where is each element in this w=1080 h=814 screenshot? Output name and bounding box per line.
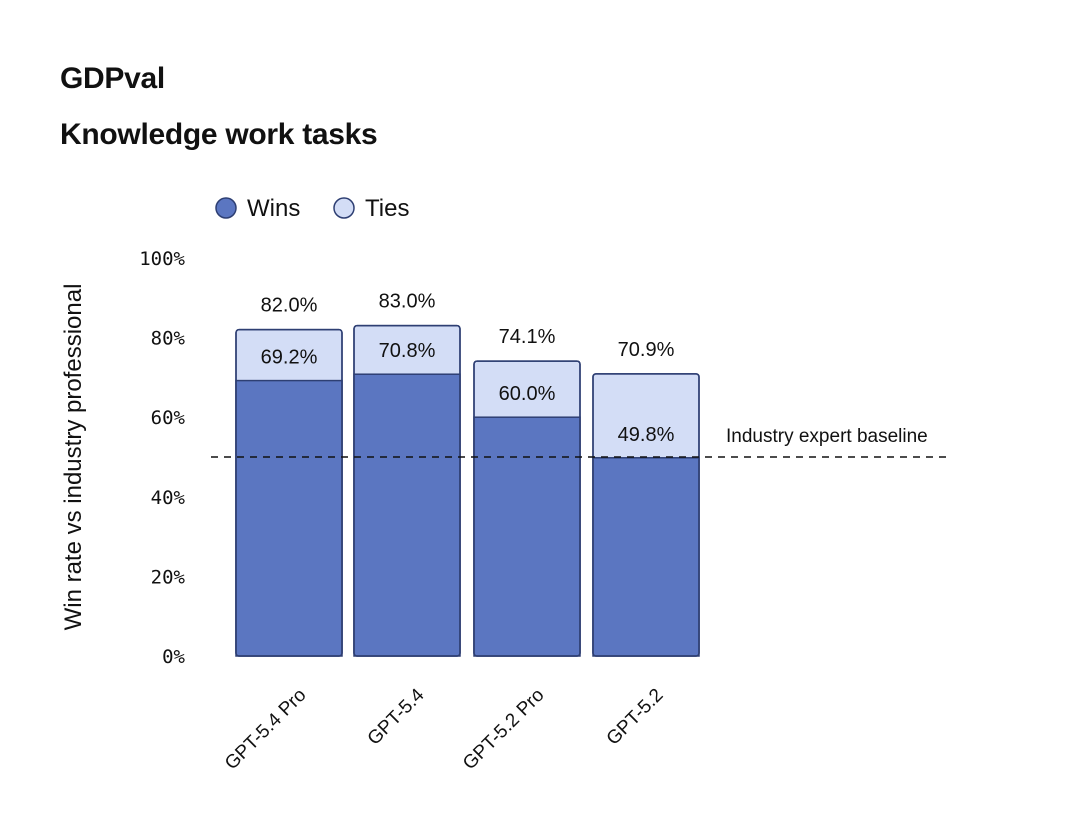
bar-total-label: 74.1% — [499, 326, 556, 348]
bar-total-label: 83.0% — [379, 291, 436, 313]
bar-wins-segment — [592, 457, 700, 657]
y-tick-label: 60% — [151, 407, 186, 429]
y-tick-label: 80% — [151, 328, 186, 350]
chart-subtitle: Knowledge work tasks — [60, 118, 378, 151]
bars — [235, 324, 700, 657]
x-category-label: GPT-5.4 Pro — [221, 685, 311, 775]
bar-wins-segment — [473, 416, 581, 657]
legend-wins-marker — [215, 197, 237, 219]
y-tick-label: 100% — [139, 248, 185, 270]
legend: Wins Ties — [215, 195, 409, 222]
bar-wins-label: 69.2% — [261, 347, 318, 369]
bar-wins-segment — [353, 373, 461, 657]
y-tick-label: 40% — [151, 487, 186, 509]
y-tick-label: 20% — [151, 566, 186, 588]
legend-ties-marker — [333, 197, 355, 219]
x-category-label: GPT-5.4 — [364, 684, 429, 749]
bar-outline — [353, 324, 461, 657]
y-axis-title: Win rate vs industry professional — [60, 284, 87, 631]
legend-wins-label: Wins — [247, 195, 300, 222]
baseline-group: Industry expert baseline — [211, 426, 952, 458]
bar-total-label: 82.0% — [261, 295, 318, 317]
x-category-label: GPT-5.2 Pro — [459, 685, 549, 775]
bar-wins-label: 60.0% — [499, 383, 556, 405]
data-labels: 69.2% 82.0% 70.8% 83.0% 60.0% 74.1% 49.8% 70.9% — [261, 291, 675, 446]
x-axis: GPT-5.4 Pro GPT-5.4 GPT-5.2 Pro GPT-5.2 — [221, 684, 668, 774]
bar-total-label: 70.9% — [618, 339, 675, 361]
legend-ties-label: Ties — [365, 195, 409, 222]
y-tick-label: 0% — [162, 646, 185, 668]
bar-outline — [473, 360, 581, 657]
bar-wins-label: 70.8% — [379, 340, 436, 362]
baseline-label: Industry expert baseline — [726, 426, 928, 447]
bar-outline — [235, 328, 343, 657]
y-axis: 0% 20% 40% 60% 80% 100% Win rate vs industry p… — [60, 248, 186, 668]
x-category-label: GPT-5.2 — [603, 685, 668, 750]
chart-title: GDPval — [60, 62, 165, 95]
bar-wins-label: 49.8% — [618, 424, 675, 446]
bar-wins-segment — [235, 379, 343, 657]
bar-outline — [592, 373, 700, 657]
